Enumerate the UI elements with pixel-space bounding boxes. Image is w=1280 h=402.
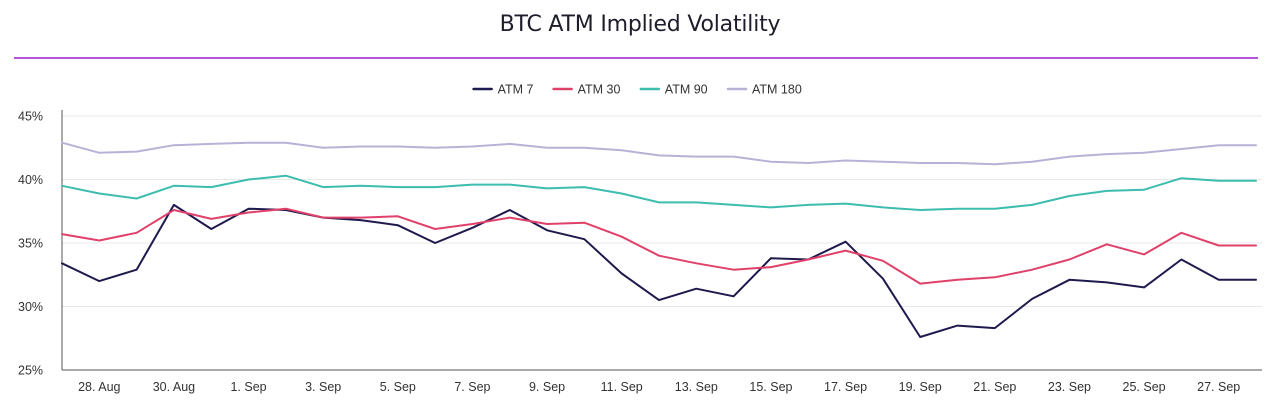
series-lines	[61, 141, 1257, 338]
x-tick-label: 3. Sep	[305, 380, 341, 394]
series-line-atm-180	[61, 141, 1257, 166]
y-tick-label: 35%	[18, 237, 43, 251]
x-tick-label: 23. Sep	[1048, 380, 1091, 394]
x-tick-label: 28. Aug	[78, 380, 120, 394]
x-tick-label: 13. Sep	[675, 380, 718, 394]
legend-item-atm-7[interactable]: ATM 7	[472, 83, 534, 97]
x-tick-label: 27. Sep	[1197, 380, 1240, 394]
x-tick-label: 1. Sep	[230, 380, 266, 394]
series-line-atm-90	[61, 174, 1257, 211]
x-tick-label: 19. Sep	[899, 380, 942, 394]
axes: 25% 30% 35% 40% 45% 28. Aug 30. Aug 1. Sep 3. Se…	[18, 110, 1262, 394]
legend-label: ATM 7	[498, 83, 534, 97]
x-tick-label: 11. Sep	[601, 380, 643, 394]
legend-item-atm-30[interactable]: ATM 30	[552, 83, 621, 97]
x-tick-label: 15. Sep	[749, 380, 792, 394]
x-tick-label: 9. Sep	[529, 380, 565, 394]
y-tick-label: 45%	[18, 110, 43, 124]
x-tick-label: 7. Sep	[454, 380, 490, 394]
x-tick-label: 25. Sep	[1123, 380, 1166, 394]
x-tick-label: 5. Sep	[380, 380, 416, 394]
y-tick-label: 40%	[18, 173, 43, 187]
y-tick-label: 25%	[18, 364, 43, 378]
legend-label: ATM 90	[665, 83, 708, 97]
legend[interactable]: ATM 7 ATM 30 ATM 90 ATM 180	[472, 83, 802, 97]
x-tick-label: 17. Sep	[824, 380, 867, 394]
chart-title: BTC ATM Implied Volatility	[499, 12, 781, 37]
y-tick-label: 30%	[18, 300, 43, 314]
legend-item-atm-180[interactable]: ATM 180	[726, 83, 802, 97]
x-tick-label: 30. Aug	[153, 380, 195, 394]
legend-label: ATM 180	[752, 83, 802, 97]
series-line-atm-30	[61, 207, 1257, 285]
legend-label: ATM 30	[578, 83, 621, 97]
title-divider	[14, 57, 1258, 59]
grid-lines	[62, 115, 1262, 307]
legend-item-atm-90[interactable]: ATM 90	[639, 83, 708, 97]
series-line-atm-7	[61, 203, 1257, 338]
x-tick-label: 21. Sep	[973, 380, 1016, 394]
